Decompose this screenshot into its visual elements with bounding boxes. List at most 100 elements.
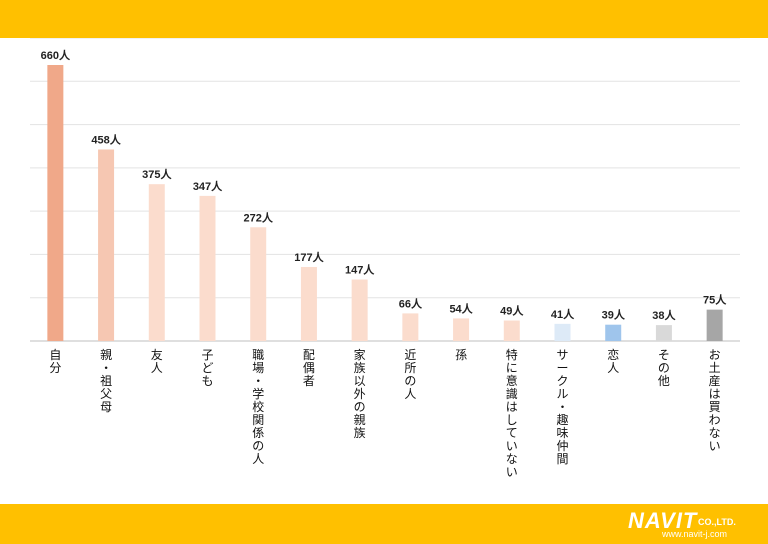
category-label-char: 特 (506, 347, 518, 362)
category-label-char: の (252, 439, 264, 453)
category-label-char: サ (556, 348, 568, 362)
value-label: 49人 (500, 304, 524, 318)
category-label-char: 者 (303, 374, 315, 388)
category-label-char: の (404, 374, 416, 388)
category-label-char: 関 (252, 413, 264, 427)
value-label: 375人 (142, 167, 172, 181)
category-label-char: 分 (49, 361, 61, 375)
bar (250, 227, 267, 341)
category-label-char: 母 (100, 400, 112, 414)
category-label-char: 友 (151, 348, 163, 362)
category-label-char: 産 (709, 373, 721, 388)
category-label-char: な (709, 426, 721, 440)
logo-text: NAVIT (628, 508, 698, 533)
category-label-char: 識 (506, 387, 518, 401)
category-label-char: ど (201, 361, 213, 375)
value-label: 272人 (244, 210, 274, 224)
category-label-char: い (709, 439, 721, 453)
value-label: 177人 (294, 250, 324, 264)
category-label-char: 子 (201, 348, 213, 362)
category-label-char: い (506, 465, 518, 479)
category-label: 子ども (201, 348, 213, 388)
category-label-char: 自 (49, 348, 61, 362)
value-label: 75人 (703, 293, 727, 307)
category-label-char: 親 (100, 348, 112, 362)
category-label-char: 職 (252, 348, 264, 362)
category-label-char: 外 (354, 387, 366, 401)
value-label: 147人 (345, 263, 375, 277)
value-label: 38人 (652, 308, 676, 322)
category-label: その他 (658, 348, 670, 388)
category-label-char: 校 (252, 399, 264, 414)
value-label: 458人 (91, 132, 121, 146)
bar (402, 313, 419, 341)
category-label-char: の (354, 400, 366, 414)
category-label-char: ・ (252, 374, 264, 388)
value-label: 41人 (551, 307, 575, 321)
category-label-char: な (506, 452, 518, 466)
category-label-char: 近 (404, 348, 416, 362)
category-label-char: 学 (252, 386, 264, 401)
category-label-char: 人 (252, 452, 264, 466)
logo-url: www.navit-j.com (662, 529, 728, 539)
bar (47, 65, 64, 341)
category-label-char: 親 (354, 413, 366, 427)
category-label-char: 族 (354, 361, 366, 375)
value-label: 54人 (449, 301, 473, 315)
bar (655, 325, 672, 341)
category-label-char: 孫 (455, 348, 467, 362)
value-label: 39人 (602, 308, 626, 322)
bar (300, 266, 317, 341)
category-label-char: て (506, 426, 518, 440)
bottom-banner (0, 504, 768, 544)
category-label-char: 意 (506, 373, 518, 388)
category-label: 配偶者 (303, 348, 315, 388)
category-label-char: 父 (100, 387, 112, 401)
category-label: 孫 (455, 348, 467, 362)
category-label-char: 仲 (556, 439, 568, 453)
category-label-char: の (658, 361, 670, 375)
category-label-char: 場 (252, 361, 264, 375)
bar (98, 149, 115, 341)
bar (148, 184, 165, 341)
bar (706, 309, 723, 341)
category-label-char: し (506, 413, 518, 427)
bar (453, 318, 470, 341)
category-label-char: 土 (709, 361, 721, 375)
category-label-char: 係 (252, 426, 264, 440)
category-label-char: 家 (354, 347, 366, 362)
category-label-char: そ (658, 348, 670, 362)
logo-company-suffix: CO.,LTD. (698, 517, 736, 527)
category-label: 自分 (49, 348, 61, 375)
category-label-char: 買 (709, 400, 721, 414)
chart-value-labels: 660人 458人 375人 347人 272人 177人 147人 66人 54人 49人 41人… (41, 48, 728, 322)
bar (351, 279, 368, 341)
category-label-char: も (201, 374, 213, 388)
category-label-char: 配 (303, 348, 315, 362)
category-label-char: 所 (404, 361, 416, 375)
category-label-char: 祖 (100, 373, 112, 388)
category-label-char: 味 (556, 426, 568, 440)
navit-logo: NAVIT CO.,LTD. www.navit-j.com (628, 508, 758, 540)
value-label: 660人 (41, 48, 71, 62)
category-label: 恋人 (607, 347, 619, 375)
category-label-char: は (506, 400, 518, 414)
category-label-char: ・ (556, 400, 568, 414)
value-label: 66人 (399, 296, 423, 310)
category-label-char: ル (556, 387, 568, 401)
category-label-char: ク (556, 374, 568, 388)
value-label: 347人 (193, 179, 223, 193)
category-label-char: ・ (100, 361, 112, 375)
category-label: 友人 (151, 348, 163, 375)
chart-bars (47, 65, 723, 341)
category-label-char: に (506, 361, 518, 375)
category-label-char: わ (709, 413, 721, 427)
bar (605, 324, 622, 341)
category-label-char: 偶 (303, 361, 315, 375)
category-label-char: 趣 (556, 412, 568, 427)
